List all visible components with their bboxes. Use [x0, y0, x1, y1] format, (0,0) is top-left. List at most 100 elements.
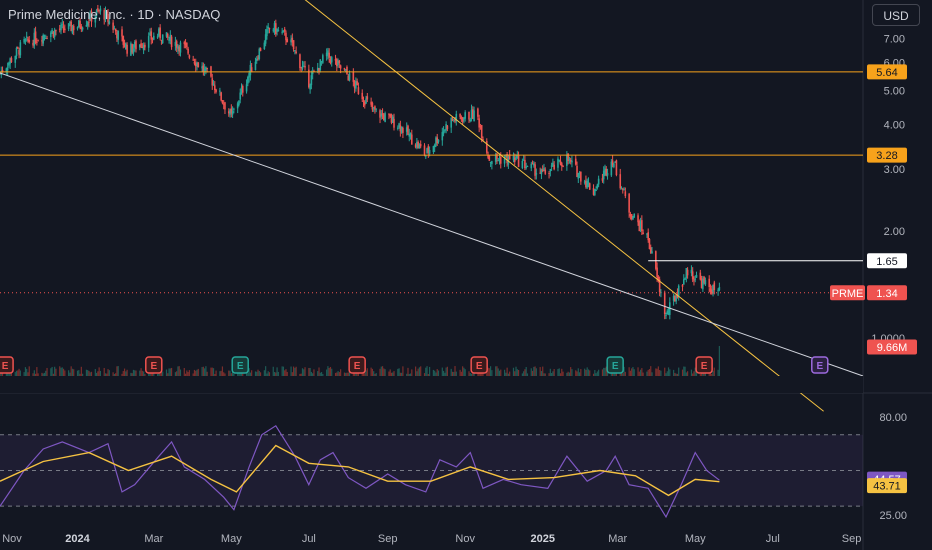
candles [0, 4, 721, 320]
candle-body [186, 42, 188, 48]
candle-body [283, 28, 286, 32]
candle-body [718, 286, 721, 291]
candle-body [291, 37, 294, 43]
candle-body [97, 8, 99, 11]
candle-body [630, 214, 633, 220]
volume-bar [229, 370, 231, 376]
volume-bar [265, 366, 267, 376]
candle-body [446, 125, 449, 129]
volume-bar [393, 371, 395, 376]
level-tag: 3.28 [867, 147, 907, 163]
volume-bar [143, 371, 145, 376]
candle-body [566, 155, 568, 166]
candle-body [202, 65, 205, 72]
earnings-marker-label: E [701, 361, 708, 372]
volume-bar [423, 373, 426, 376]
candle-body [203, 68, 206, 72]
volume-bar [533, 366, 535, 376]
candle-body [187, 48, 189, 54]
volume-bar [655, 368, 657, 376]
candle-body [188, 55, 191, 58]
candle-body [327, 50, 329, 55]
volume-bar [212, 368, 215, 376]
candle-body [552, 162, 554, 166]
candle-body [183, 42, 186, 44]
candle-body [99, 8, 102, 12]
candle-body [690, 269, 693, 274]
candle-body [19, 42, 22, 56]
candle-body [478, 118, 480, 128]
candle-body [275, 23, 277, 34]
volume-bar [99, 370, 102, 376]
candle-body [5, 68, 8, 72]
volume-bar [540, 371, 543, 376]
volume-bar [420, 366, 422, 376]
volume-bar [568, 372, 571, 376]
volume-bar [409, 373, 412, 376]
candle-body [58, 28, 61, 30]
volume-bar [596, 371, 598, 376]
volume-bar [699, 373, 701, 376]
volume-bar [347, 372, 349, 376]
candle-body [577, 173, 580, 179]
candle-body [585, 180, 587, 188]
volume-bar [642, 372, 644, 376]
main-pane-mask [0, 376, 863, 393]
candle-body [292, 40, 295, 50]
volume-bar [553, 368, 555, 376]
volume-bar [33, 370, 35, 376]
candle-body [530, 163, 533, 169]
candle-body [14, 55, 17, 63]
volume-bar [295, 366, 297, 376]
volume-bar [82, 373, 84, 376]
volume-bar [384, 369, 386, 376]
price-axis-tick: 3.00 [884, 164, 905, 176]
volume-bar [390, 372, 393, 376]
candle-body [80, 26, 83, 30]
volume-bar [632, 366, 634, 376]
volume-bar [285, 369, 287, 376]
candle-body [479, 126, 482, 128]
volume-bar [134, 370, 136, 376]
time-axis-tick: 2024 [65, 533, 90, 545]
volume-bar [399, 372, 401, 376]
candle-body [194, 63, 197, 67]
volume-bar [85, 369, 88, 376]
candle-body [513, 157, 516, 163]
candle-body [702, 278, 704, 290]
time-axis-tick: May [685, 533, 706, 545]
candle-body [605, 168, 608, 176]
volume-bar [188, 370, 190, 376]
volume-bar [272, 366, 274, 376]
currency-button[interactable]: USD [872, 4, 920, 26]
volume-bar [52, 373, 54, 376]
candle-body [655, 251, 657, 269]
candle-body [472, 109, 474, 119]
candle-body [533, 163, 535, 166]
rsi-value-tag-text: 43.71 [873, 481, 901, 493]
volume-bar [507, 373, 509, 376]
candle-body [685, 268, 688, 279]
candle-body [557, 158, 559, 168]
candle-body [477, 108, 479, 117]
volume-bar [108, 370, 110, 376]
volume-bar [28, 366, 30, 376]
volume-bar [559, 373, 562, 376]
volume-bar [647, 369, 649, 376]
volume-bar [70, 366, 72, 376]
candle-body [436, 137, 439, 144]
candle-body [543, 168, 545, 170]
candle-body [534, 164, 536, 176]
candle-body [708, 278, 711, 288]
candle-body [131, 44, 133, 53]
symbol-title[interactable]: Prime Medicine, Inc. · 1D · NASDAQ [8, 7, 221, 22]
candle-body [665, 314, 667, 316]
volume-bar [26, 368, 28, 376]
volume-bar [214, 373, 216, 376]
candle-body [50, 32, 52, 38]
candle-body [25, 36, 28, 38]
volume-bar [544, 373, 546, 376]
candle-body [362, 100, 365, 102]
candle-body [51, 29, 53, 34]
